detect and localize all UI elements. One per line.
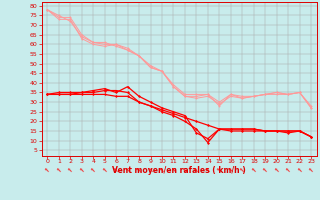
Text: →: → xyxy=(284,165,292,173)
Text: →: → xyxy=(204,165,212,173)
Text: →: → xyxy=(193,165,200,173)
Text: →: → xyxy=(296,165,303,173)
Text: →: → xyxy=(250,165,257,173)
Text: →: → xyxy=(78,165,85,173)
Text: →: → xyxy=(113,165,120,173)
Text: →: → xyxy=(135,165,143,173)
Text: →: → xyxy=(55,165,62,173)
Text: →: → xyxy=(158,165,166,173)
Text: →: → xyxy=(227,165,235,173)
Text: →: → xyxy=(124,165,131,173)
Text: →: → xyxy=(90,165,97,173)
Text: →: → xyxy=(67,165,74,173)
Text: →: → xyxy=(216,165,223,173)
Text: →: → xyxy=(273,165,280,173)
Text: →: → xyxy=(44,165,51,173)
Text: →: → xyxy=(308,165,315,173)
Text: →: → xyxy=(181,165,188,173)
Text: →: → xyxy=(101,165,108,173)
Text: →: → xyxy=(170,165,177,173)
Text: →: → xyxy=(239,165,246,173)
Text: →: → xyxy=(147,165,154,173)
X-axis label: Vent moyen/en rafales ( km/h ): Vent moyen/en rafales ( km/h ) xyxy=(112,166,246,175)
Text: →: → xyxy=(261,165,269,173)
